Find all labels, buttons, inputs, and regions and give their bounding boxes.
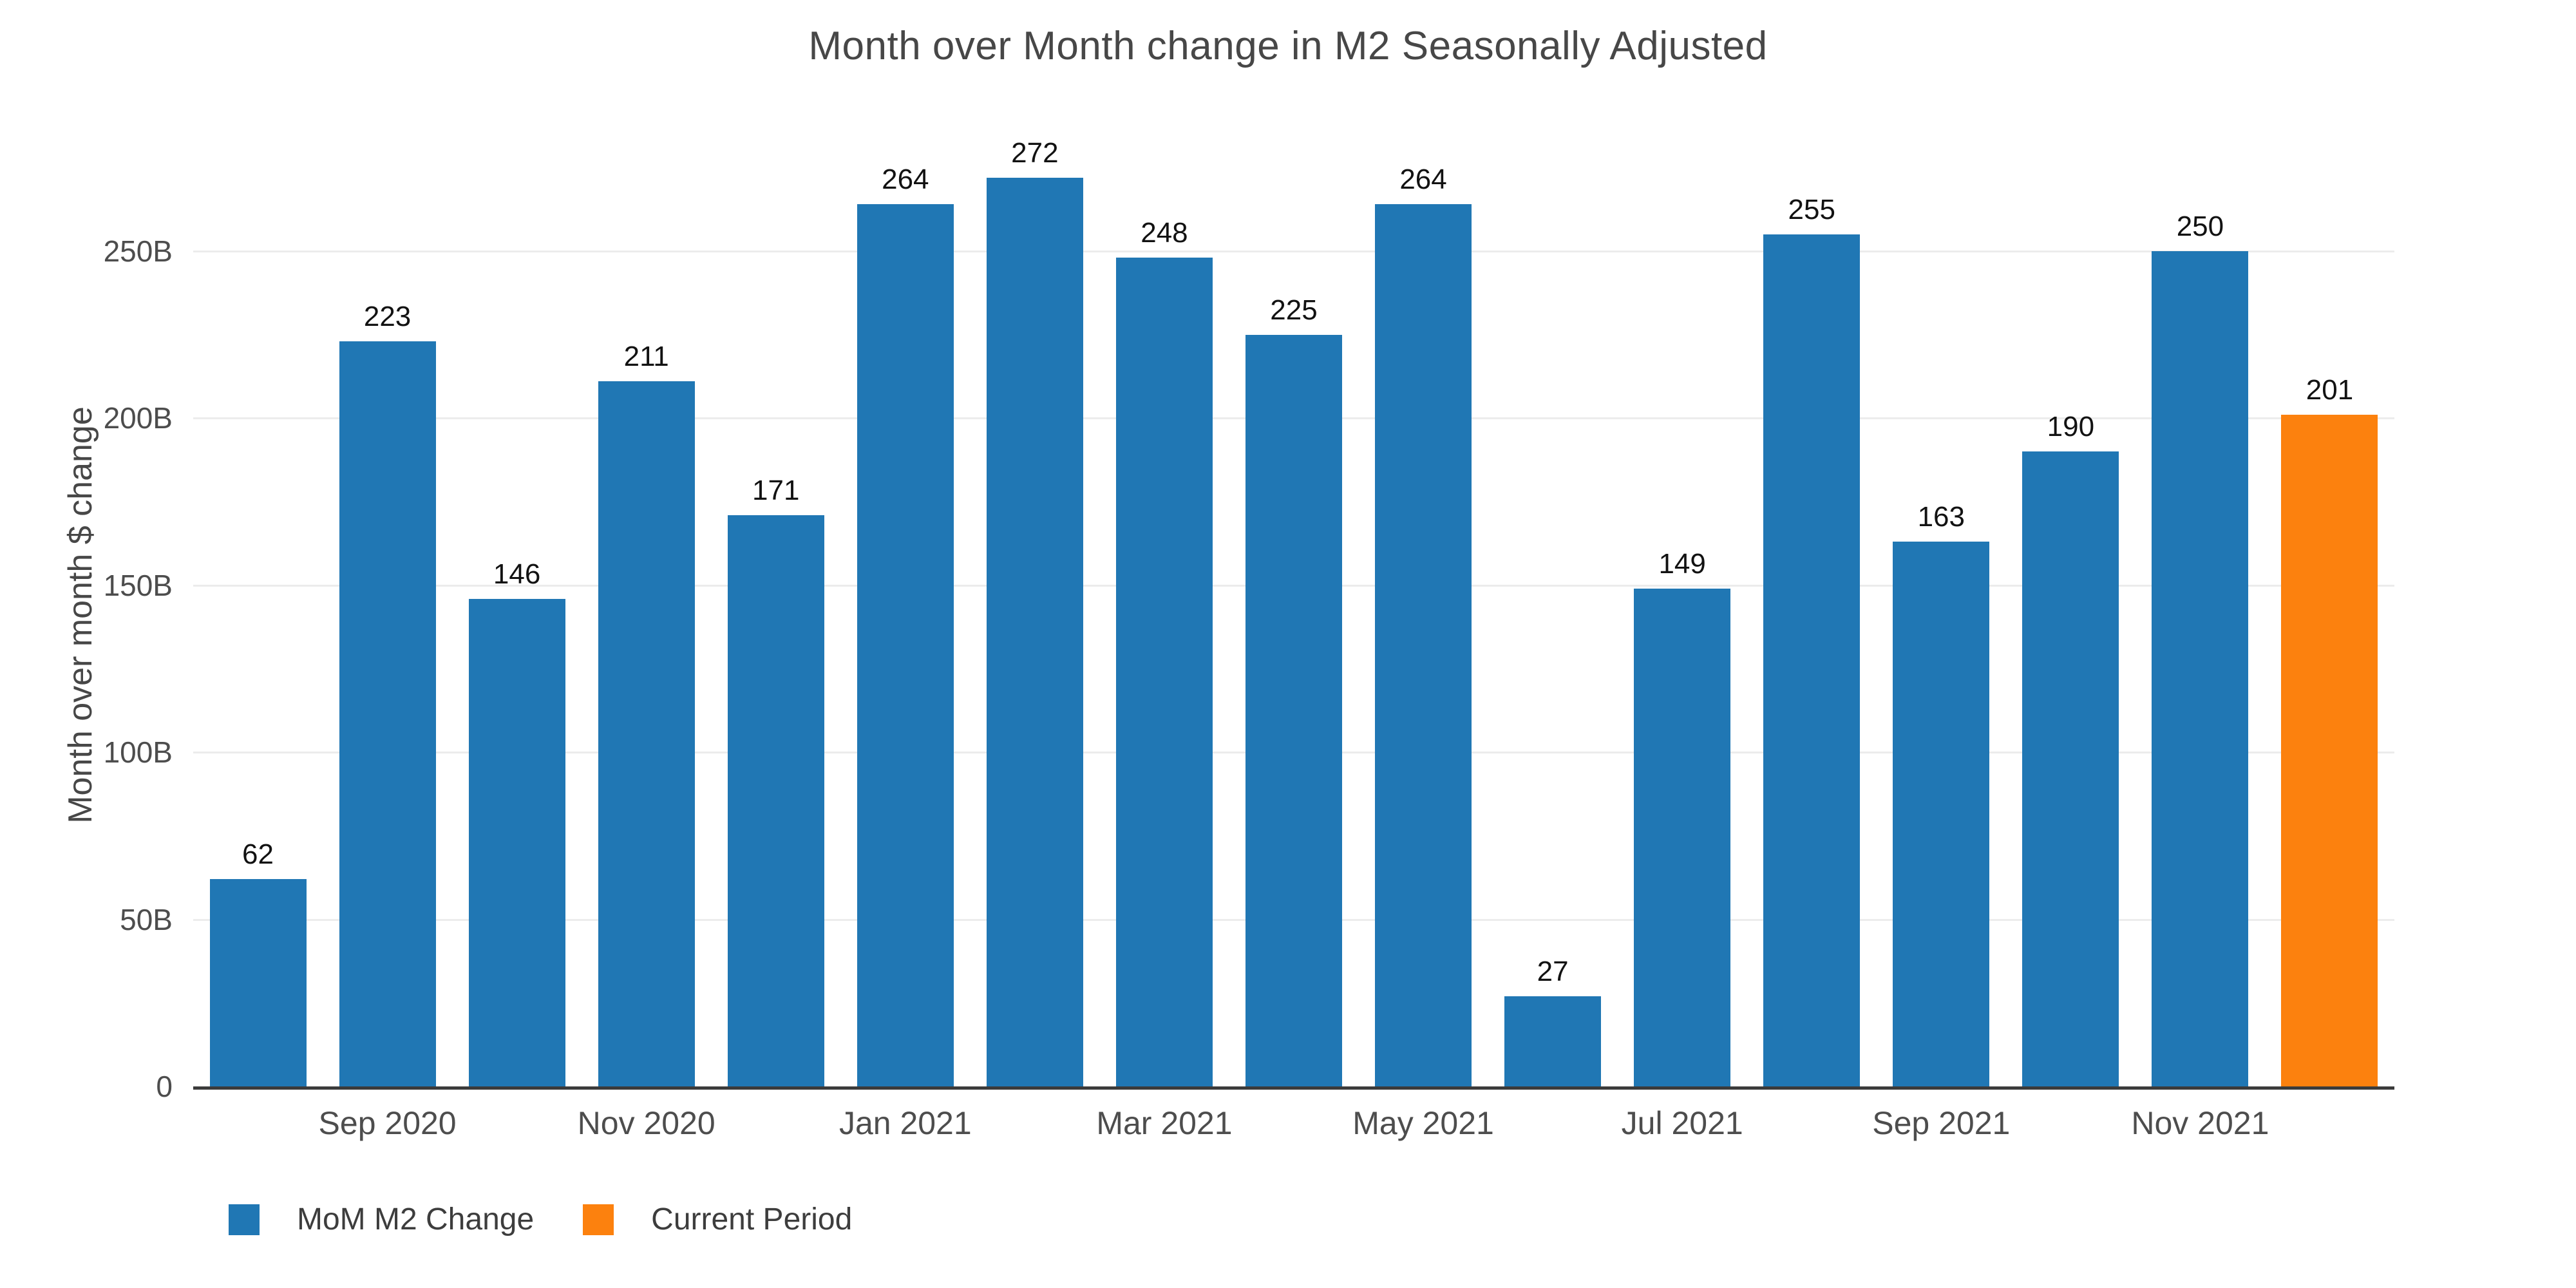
plot-area: 62 223 146 211 171 264 272 248 225 264 27 149 255 163…	[193, 0, 2394, 1090]
bar-value-label: 223	[363, 301, 412, 333]
bar	[986, 177, 1083, 1086]
legend-label-current-period: Current Period	[651, 1202, 853, 1236]
bar	[857, 204, 954, 1086]
x-axis-line	[193, 1086, 2394, 1090]
x-tick-label: Mar 2021	[1096, 1105, 1233, 1141]
x-tick-label: Nov 2020	[577, 1105, 715, 1141]
bar	[598, 381, 695, 1086]
x-tick-label: Jan 2021	[838, 1105, 972, 1141]
bar-value-label: 225	[1270, 294, 1318, 326]
x-tick-label: Sep 2020	[318, 1105, 457, 1141]
bar	[1245, 334, 1342, 1086]
bar-value-label: 149	[1658, 547, 1706, 580]
bar-value-label: 163	[1917, 501, 1965, 533]
bar-value-label: 264	[1399, 164, 1447, 196]
legend-swatch-blue-icon	[229, 1204, 260, 1235]
bar-value-label: 171	[752, 474, 800, 506]
bar	[209, 879, 307, 1086]
x-tick-label: Sep 2021	[1872, 1105, 2011, 1141]
bar	[1115, 258, 1213, 1086]
bar-value-label: 255	[1788, 194, 1835, 226]
legend-item-mom-m2-change[interactable]: MoM M2 Change	[229, 1202, 534, 1237]
y-tick-label: 200B	[103, 401, 173, 435]
bar	[468, 598, 565, 1086]
bar-value-label: 248	[1141, 217, 1188, 249]
bar	[339, 341, 436, 1086]
bar	[2152, 251, 2249, 1086]
bar-value-label: 250	[2176, 211, 2224, 242]
bar-value-label: 264	[882, 164, 929, 196]
y-tick-label: 50B	[120, 902, 173, 936]
bar	[2281, 415, 2378, 1086]
x-tick-label: Nov 2021	[2131, 1105, 2269, 1141]
legend-item-current-period[interactable]: Current Period	[583, 1202, 852, 1237]
bar-value-label: 27	[1537, 955, 1569, 987]
bar-value-label: 272	[1011, 137, 1059, 169]
legend-swatch-orange-icon	[583, 1204, 614, 1235]
gridline	[193, 251, 2394, 252]
y-tick-label: 0	[156, 1070, 173, 1103]
bar-value-label: 190	[2047, 411, 2095, 443]
y-tick-label: 100B	[103, 735, 173, 770]
x-tick-label: May 2021	[1352, 1105, 1494, 1141]
bar	[1375, 204, 1472, 1086]
bar	[1504, 996, 1602, 1086]
bar-value-label: 62	[242, 838, 274, 871]
legend: MoM M2 Change Current Period	[229, 1202, 852, 1237]
bar-value-label: 211	[623, 341, 669, 373]
x-tick-label: Jul 2021	[1621, 1105, 1743, 1141]
bar	[1634, 589, 1731, 1086]
bar-value-label: 201	[2306, 374, 2354, 406]
legend-label-mom-m2-change: MoM M2 Change	[297, 1202, 535, 1236]
bar	[1893, 542, 1990, 1086]
bar-value-label: 146	[493, 558, 541, 590]
bar	[1763, 234, 1861, 1086]
bar	[2022, 451, 2119, 1086]
y-tick-label: 150B	[103, 568, 173, 602]
chart-title: Month over Month change in M2 Seasonally…	[808, 24, 1768, 68]
y-tick-label: 250B	[103, 234, 173, 268]
bar	[727, 515, 824, 1086]
